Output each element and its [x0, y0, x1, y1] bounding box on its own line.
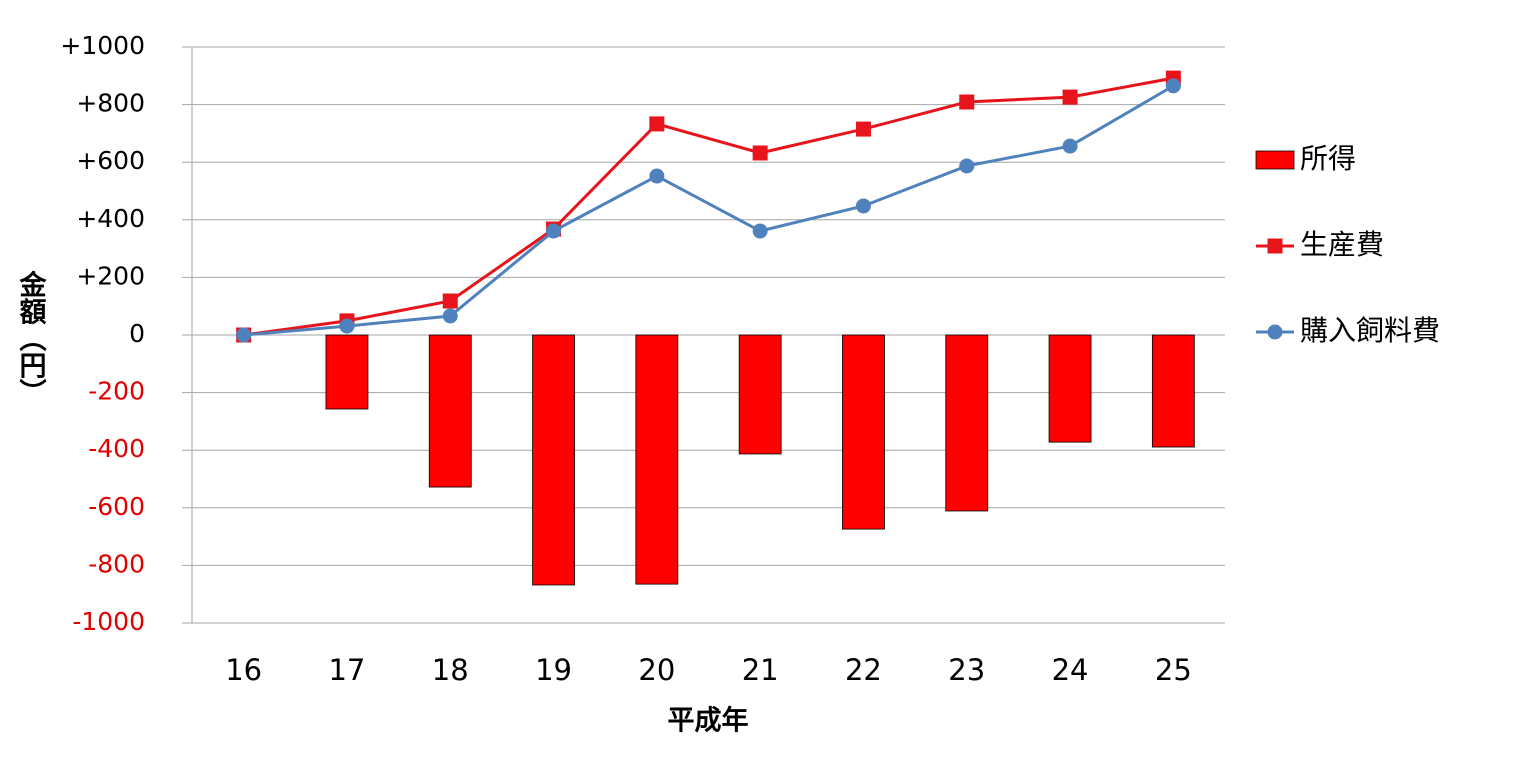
- bar: [842, 334, 885, 530]
- y-tick-label: -200: [88, 377, 145, 406]
- marker: [855, 198, 871, 214]
- marker: [1062, 138, 1078, 154]
- x-tick-label: 18: [432, 653, 469, 687]
- x-tick-label: 16: [225, 653, 262, 687]
- x-tick-label: 19: [535, 653, 572, 687]
- y-tick-label: -600: [88, 492, 145, 521]
- line: [243, 76, 1174, 337]
- marker: [339, 318, 355, 334]
- bar: [635, 334, 679, 585]
- bar: [532, 334, 575, 586]
- y-tick-label: +200: [76, 261, 145, 290]
- legend-label: 生産費: [1300, 228, 1384, 261]
- bar: [325, 334, 369, 410]
- y-tick-label: -800: [88, 549, 145, 578]
- marker: [546, 223, 562, 239]
- x-tick-label: 17: [328, 653, 365, 687]
- legend-label: 所得: [1300, 142, 1356, 175]
- marker: [959, 158, 975, 174]
- y-axis-title: 金額（円）: [15, 269, 48, 405]
- x-tick-label: 20: [638, 653, 675, 687]
- bar: [1151, 334, 1195, 448]
- y-tick-label: +400: [76, 204, 145, 233]
- y-tick-label: 0: [129, 319, 145, 348]
- marker: [442, 293, 458, 309]
- bar: [428, 334, 472, 488]
- x-axis-title: 平成年: [668, 705, 749, 737]
- x-tick-label: 24: [1052, 653, 1089, 687]
- y-tick-label: +1000: [60, 31, 145, 60]
- legend-swatch: [1267, 324, 1283, 340]
- x-tick-label: 22: [845, 653, 882, 687]
- y-tick-label: +800: [76, 89, 145, 118]
- marker: [1165, 78, 1181, 94]
- legend-swatch: [1267, 238, 1283, 254]
- x-tick-label: 21: [742, 653, 779, 687]
- marker: [649, 116, 665, 132]
- line: [243, 84, 1175, 337]
- marker: [649, 168, 665, 184]
- marker: [1062, 89, 1078, 105]
- marker: [752, 223, 768, 239]
- legend-swatch: [1255, 150, 1295, 170]
- bar: [738, 334, 782, 455]
- marker: [442, 308, 458, 324]
- marker: [236, 327, 252, 343]
- bar: [945, 334, 989, 512]
- marker: [752, 145, 768, 161]
- marker: [959, 94, 975, 110]
- legend-label: 購入飼料費: [1300, 314, 1440, 347]
- y-tick-label: +600: [76, 146, 145, 175]
- y-tick-label: -400: [88, 434, 145, 463]
- marker: [855, 121, 871, 137]
- x-tick-label: 23: [948, 653, 985, 687]
- x-tick-label: 25: [1155, 653, 1192, 687]
- y-tick-label: -1000: [72, 607, 145, 636]
- bar: [1048, 334, 1092, 443]
